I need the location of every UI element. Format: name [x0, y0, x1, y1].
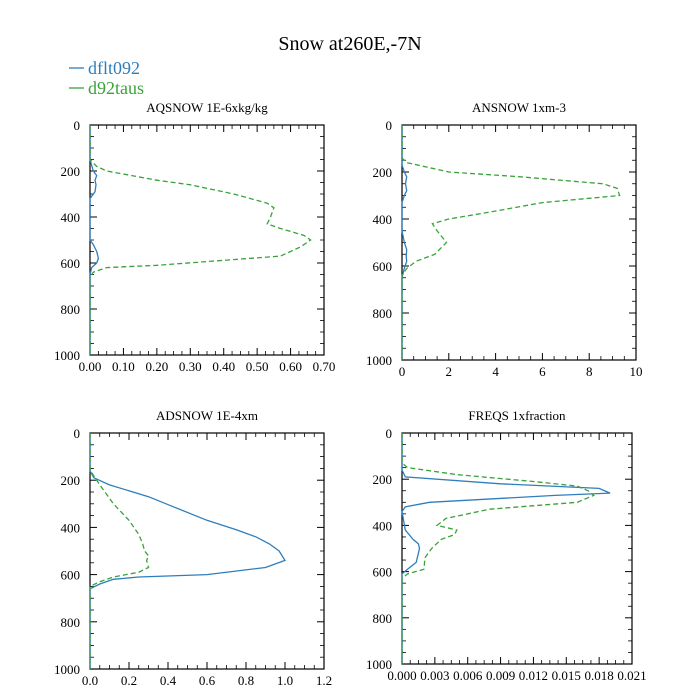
x-tick-label: 10 [630, 364, 643, 379]
y-tick-label: 800 [61, 302, 81, 317]
panel-title: AQSNOW 1E-6xkg/kg [146, 100, 268, 115]
y-tick-label: 200 [61, 473, 81, 488]
y-tick-label: 400 [61, 210, 81, 225]
y-tick-label: 600 [61, 256, 81, 271]
x-tick-label: 0.003 [420, 668, 449, 683]
plot-frame [89, 432, 325, 670]
figure-title: Snow at260E,-7N [278, 33, 421, 55]
plot-frame [401, 124, 637, 361]
plot-frame [401, 432, 633, 665]
y-tick-label: 600 [61, 568, 81, 583]
y-tick-label: 1000 [54, 348, 80, 363]
y-tick-label: 600 [373, 565, 393, 580]
y-tick-label: 400 [373, 518, 393, 533]
x-tick-label: 0.015 [552, 668, 581, 683]
y-tick-label: 400 [61, 520, 81, 535]
x-tick-label: 4 [492, 364, 499, 379]
series-line-d92taus [89, 125, 312, 355]
x-tick-label: 0.6 [199, 673, 216, 688]
x-tick-label: 0.4 [160, 673, 177, 688]
y-tick-label: 0 [386, 426, 393, 441]
x-tick-label: 0 [399, 364, 406, 379]
y-tick-label: 600 [373, 259, 393, 274]
y-tick-label: 400 [373, 212, 393, 227]
x-tick-label: 0.012 [519, 668, 548, 683]
series-line-dflt092 [89, 125, 100, 355]
series-line-dflt092 [89, 433, 286, 669]
x-tick-label: 0.021 [617, 668, 646, 683]
panel-aqsnow: AQSNOW 1E-6xkg/kg 0.00 0.10 0.20 0.30 0.40 0.5… [54, 100, 335, 374]
x-tick-label: 0.70 [313, 359, 336, 374]
series-line-dflt092 [401, 125, 408, 360]
legend-label-dflt092: dflt092 [88, 58, 140, 78]
y-tick-label: 1000 [366, 657, 392, 672]
x-tick-label: 0.50 [246, 359, 269, 374]
x-tick-label: 0.006 [453, 668, 483, 683]
y-tick-label: 0 [74, 118, 81, 133]
y-tick-label: 800 [61, 615, 81, 630]
x-tick-label: 0.8 [238, 673, 254, 688]
panel-ansnow: ANSNOW 1xm-3 0 2 4 6 8 10 0 200 400 600 800 1000 [366, 100, 643, 379]
y-tick-label: 800 [373, 611, 393, 626]
panel-title: ADSNOW 1E-4xm [156, 408, 258, 423]
x-tick-label: 0.60 [279, 359, 302, 374]
y-tick-label: 1000 [366, 353, 392, 368]
panel-title: ANSNOW 1xm-3 [472, 100, 566, 115]
x-tick-label: 0.20 [145, 359, 168, 374]
plot-frame [89, 124, 325, 356]
x-tick-label: 0.018 [585, 668, 614, 683]
y-tick-label: 1000 [54, 662, 80, 677]
panel-adsnow: ADSNOW 1E-4xm 0.0 0.2 0.4 0.6 0.8 1.0 1.2 0 200 40… [54, 408, 332, 688]
y-tick-label: 0 [386, 118, 393, 133]
x-tick-label: 1.2 [316, 673, 332, 688]
x-tick-label: 8 [586, 364, 593, 379]
series-line-dflt092 [401, 433, 611, 664]
x-tick-label: 0.40 [212, 359, 235, 374]
y-tick-label: 200 [373, 472, 393, 487]
series-line-d92taus [401, 433, 595, 664]
panel-title: FREQS 1xfraction [468, 408, 566, 423]
x-tick-label: 1.0 [277, 673, 293, 688]
x-tick-label: 0.2 [121, 673, 137, 688]
x-tick-label: 0.0 [82, 673, 98, 688]
x-tick-label: 0.30 [179, 359, 202, 374]
legend: dflt092 d92taus [69, 58, 144, 98]
y-tick-label: 0 [74, 426, 81, 441]
x-tick-label: 0.000 [387, 668, 416, 683]
y-tick-label: 200 [373, 165, 393, 180]
panel-freqs: FREQS 1xfraction 0.000 0.003 0.006 0.009 0.01… [366, 408, 647, 683]
x-tick-label: 0.00 [79, 359, 102, 374]
series-line-d92taus [89, 433, 150, 669]
x-tick-label: 0.10 [112, 359, 135, 374]
x-tick-label: 0.009 [486, 668, 515, 683]
series-line-d92taus [401, 125, 621, 360]
x-tick-label: 2 [446, 364, 453, 379]
y-tick-label: 200 [61, 164, 81, 179]
x-tick-label: 6 [539, 364, 546, 379]
y-tick-label: 800 [373, 306, 393, 321]
legend-label-d92taus: d92taus [88, 78, 144, 98]
